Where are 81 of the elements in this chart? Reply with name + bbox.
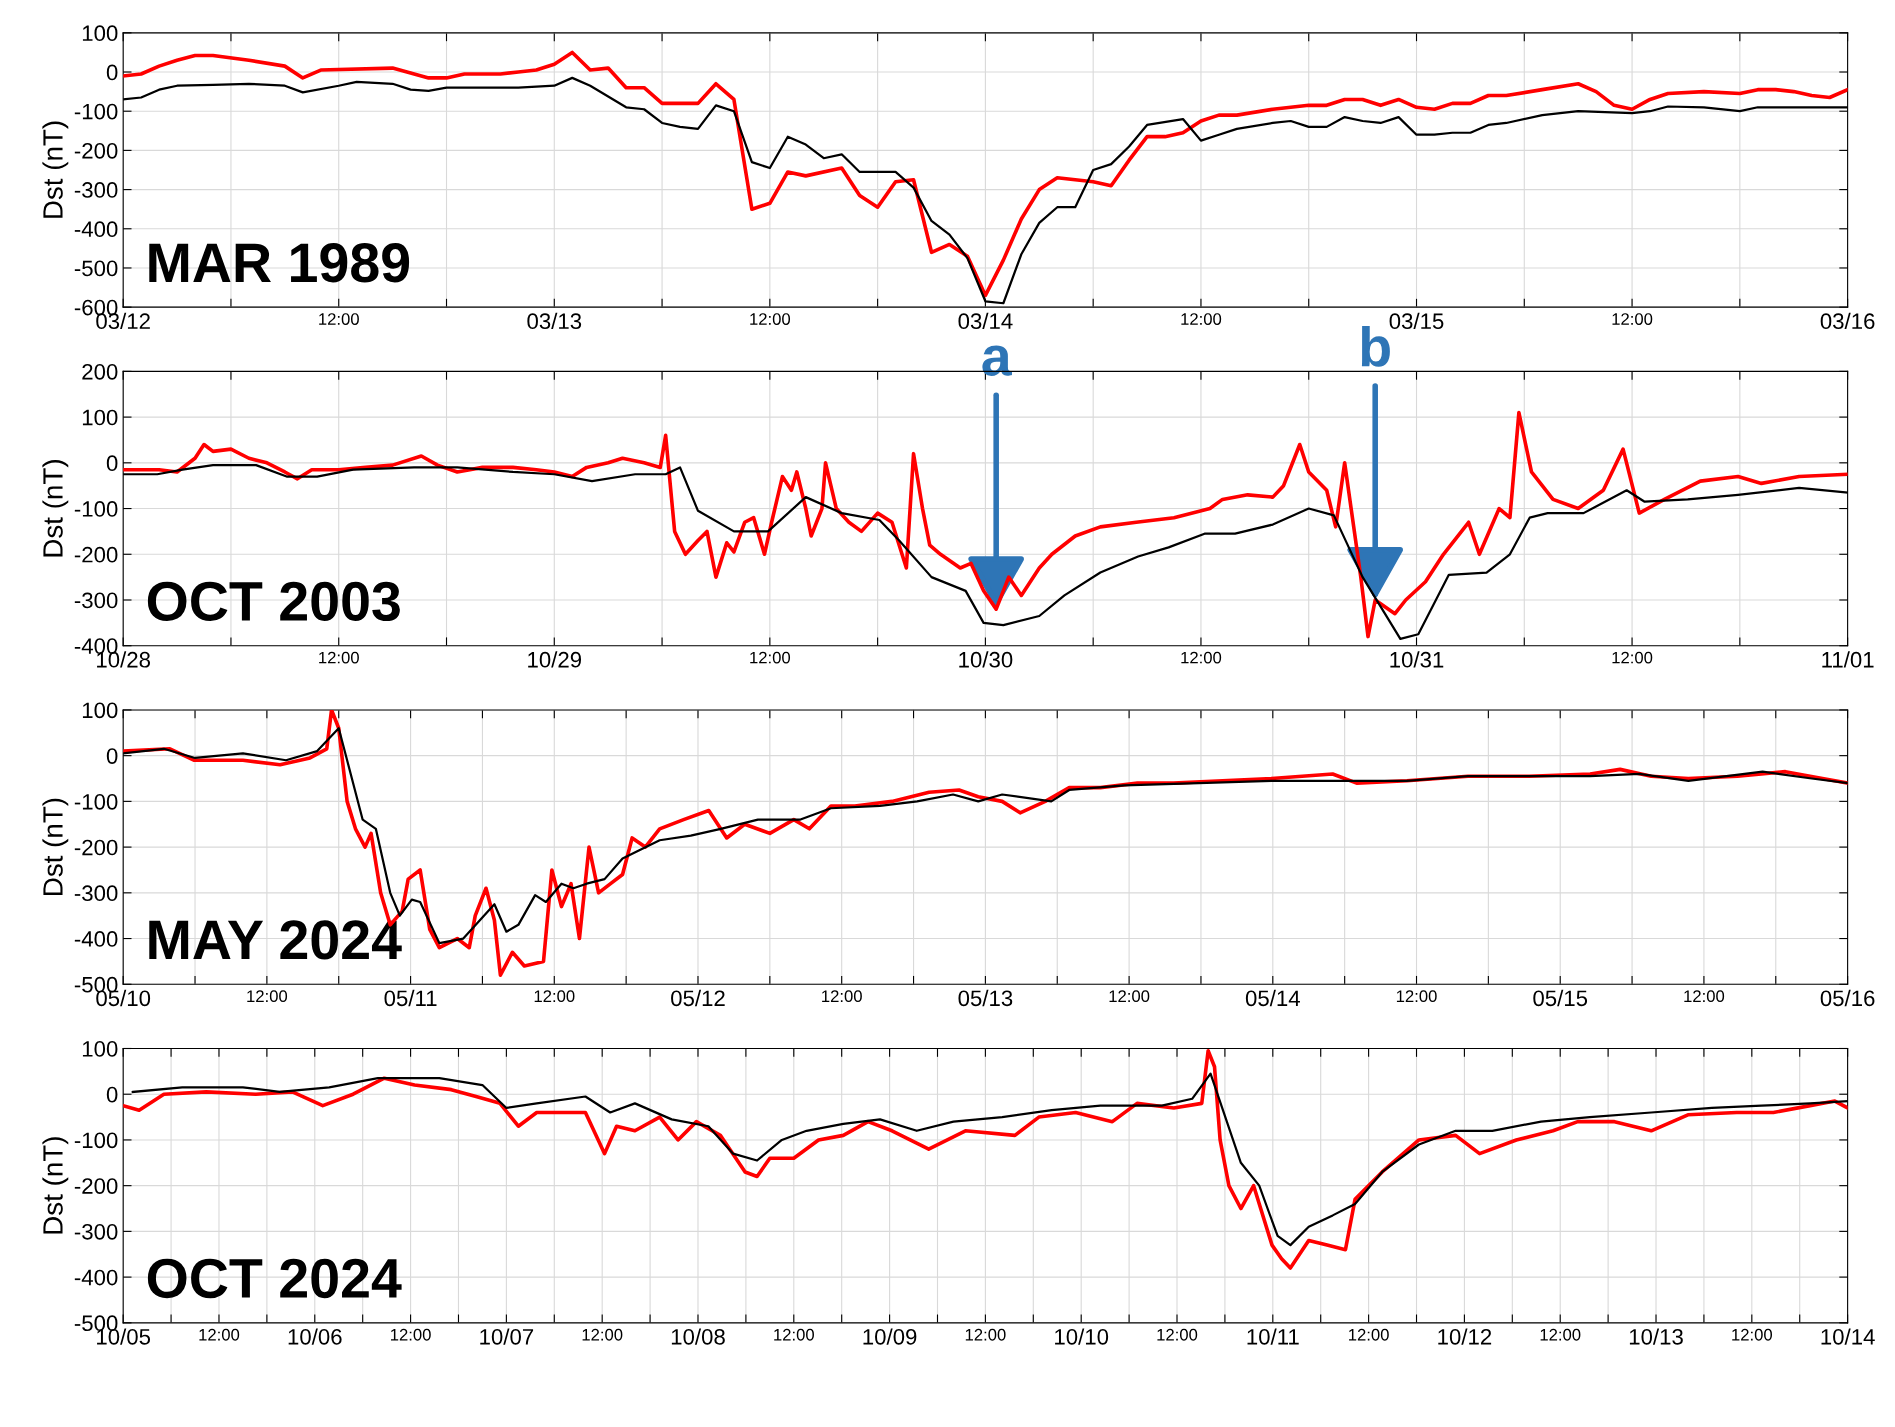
x-tick-label: 12:00 (391, 1328, 431, 1341)
x-tick-label: 12:00 (1612, 651, 1653, 664)
x-tick-label: 05/12 (671, 989, 725, 1007)
x-tick-label: 12:00 (822, 990, 862, 1003)
y-tick-label: -100 (74, 793, 118, 810)
x-tick-label: 12:00 (965, 1328, 1006, 1341)
x-tick-label: 10/06 (288, 1328, 342, 1345)
annotation: OCT 2003 (147, 581, 400, 622)
x-tick-label: 10/07 (480, 1328, 534, 1345)
y-tick-label: -100 (74, 1132, 118, 1149)
y-tick-label: -300 (74, 182, 118, 198)
x-tick-label: 05/14 (1245, 989, 1300, 1007)
x-tick-label: 12:00 (534, 990, 575, 1003)
annotation: OCT 2024 (147, 1258, 402, 1299)
y-tick-label: 0 (106, 455, 118, 472)
x-tick-label: 03/15 (1389, 312, 1444, 330)
y-tick-label: 0 (106, 64, 118, 81)
x-tick-label: 10/08 (671, 1328, 725, 1345)
x-tick-label: 12:00 (1732, 1328, 1773, 1341)
x-tick-label: 05/11 (384, 989, 437, 1007)
x-tick-label: 12:00 (319, 651, 359, 664)
x-tick-label: 10/30 (959, 651, 1013, 668)
y-tick-label: -300 (74, 1223, 118, 1240)
x-tick-label: 05/16 (1820, 989, 1875, 1007)
x-tick-label: 05/15 (1533, 989, 1588, 1007)
x-tick-label: 10/09 (863, 1328, 917, 1345)
y-tick-label: -300 (74, 885, 118, 902)
x-tick-label: 12:00 (1612, 313, 1653, 325)
y-tick-label: -100 (74, 103, 118, 120)
x-tick-label: 12:00 (1181, 313, 1222, 325)
y-tick-label: -400 (74, 1269, 118, 1286)
x-tick-label: 10/11 (1247, 1328, 1299, 1345)
y-tick-label: -400 (74, 221, 118, 238)
x-tick-label: 10/13 (1629, 1328, 1683, 1345)
x-tick-label: 12:00 (1396, 990, 1437, 1003)
x-tick-label: 12:00 (582, 1328, 623, 1341)
x-tick-label: 12:00 (1684, 990, 1725, 1003)
y-tick-label: -200 (74, 546, 118, 563)
x-tick-label: 10/14 (1821, 1328, 1875, 1345)
x-tick-label: 12:00 (247, 990, 288, 1003)
x-tick-label: 12:00 (319, 313, 359, 325)
x-tick-label: 12:00 (1157, 1328, 1198, 1341)
y-tick-label: -400 (74, 931, 118, 947)
y-tick-label: 100 (82, 1041, 118, 1057)
y-tick-label: 100 (82, 409, 118, 426)
x-tick-label: 12:00 (1181, 651, 1222, 664)
y-tick-label: 100 (82, 702, 118, 719)
y-axis-title: Dst (nT) (42, 121, 69, 218)
y-tick-label: 0 (106, 1086, 118, 1103)
y-tick-label: -500 (74, 260, 118, 277)
x-tick-label: 03/13 (527, 312, 582, 330)
y-axis-title: Dst (nT) (42, 1137, 69, 1234)
y-tick-label: -300 (74, 592, 118, 609)
y-tick-label: 100 (82, 25, 118, 42)
y-tick-label: 0 (106, 748, 118, 764)
x-tick-label: 12:00 (774, 1328, 814, 1341)
x-tick-label: 12:00 (1540, 1328, 1581, 1341)
line-series (123, 410, 1848, 639)
x-tick-label: 12:00 (1349, 1328, 1389, 1341)
y-tick-label: -200 (74, 839, 118, 856)
y-tick-label: 200 (82, 363, 118, 380)
x-tick-label: 12:00 (1109, 990, 1150, 1003)
x-tick-label: 12:00 (199, 1328, 240, 1341)
y-tick-label: -100 (74, 501, 118, 517)
y-tick-label: -200 (74, 1178, 118, 1194)
x-tick-label: 11/01 (1822, 651, 1874, 668)
x-tick-label: 12:00 (750, 651, 791, 664)
x-tick-label: 03/14 (958, 312, 1013, 330)
annotation: b (1361, 325, 1390, 367)
x-tick-label: 12:00 (750, 313, 791, 325)
x-tick-label: 10/10 (1055, 1328, 1109, 1345)
y-axis-title: Dst (nT) (42, 460, 69, 557)
x-tick-label: 10/31 (1390, 651, 1444, 668)
y-tick-label: -200 (74, 142, 118, 159)
x-tick-label: 10/29 (528, 651, 582, 668)
y-axis-title: Dst (nT) (42, 798, 69, 895)
annotation: MAR 1989 (149, 243, 410, 283)
x-tick-label: 10/12 (1438, 1328, 1492, 1345)
x-tick-label: 03/16 (1820, 312, 1875, 330)
x-tick-label: 05/13 (958, 989, 1013, 1007)
annotation: MAY 2024 (149, 920, 402, 960)
